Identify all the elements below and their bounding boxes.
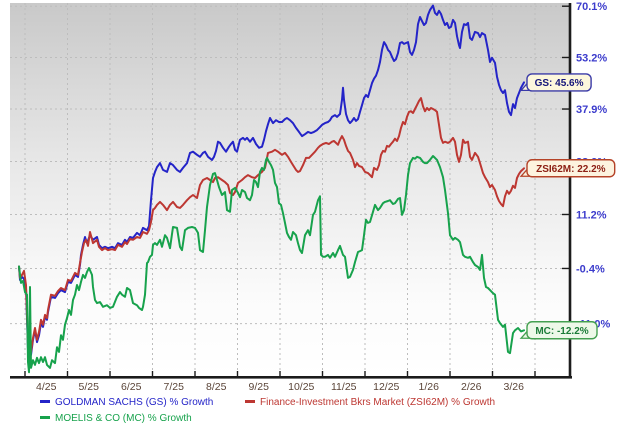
legend-item-mc: MOELIS & CO (MC) % Growth bbox=[40, 413, 192, 424]
x-axis-label: 9/25 bbox=[249, 381, 270, 392]
callout-label: MC: -12.2% bbox=[535, 326, 588, 337]
callout-zsi62m: ZSI62M: 22.2% bbox=[519, 159, 616, 178]
plot-area bbox=[10, 3, 570, 377]
callout-gs: GS: 45.6% bbox=[519, 73, 592, 92]
legend-item-zsi62m: Finance-Investment Bkrs Market (ZSI62M) … bbox=[245, 397, 495, 408]
series-line-mc bbox=[18, 155, 525, 374]
x-axis-label: 12/25 bbox=[373, 381, 399, 392]
callout-box bbox=[526, 73, 592, 92]
legend-swatch-gs bbox=[40, 400, 50, 403]
x-axis-label: 7/25 bbox=[164, 381, 185, 392]
legend-swatch-zsi62m bbox=[245, 400, 255, 403]
chart-legend: GOLDMAN SACHS (GS) % Growth Finance-Inves… bbox=[0, 393, 620, 427]
chart-canvas: 4/25 5/25 6/25 7/25 8/25 9/25 10/25 11/25 12/25 1… bbox=[10, 1, 616, 392]
y-axis-label: -0.4% bbox=[576, 263, 605, 275]
legend-label-gs: GOLDMAN SACHS (GS) % Growth bbox=[55, 397, 214, 408]
y-axis-label: 11.2% bbox=[576, 209, 607, 221]
x-axis-label: 6/25 bbox=[121, 381, 142, 392]
x-axis-label: 10/25 bbox=[288, 381, 314, 392]
y-axis-label: 70.1% bbox=[576, 1, 607, 13]
callout-box bbox=[526, 321, 598, 340]
x-axis-label: 11/25 bbox=[331, 381, 357, 392]
x-axis-label: 5/25 bbox=[79, 381, 100, 392]
series-line-gs bbox=[18, 4, 525, 356]
callout-box bbox=[526, 159, 616, 178]
x-axis-label: 4/25 bbox=[36, 381, 57, 392]
x-axis-label: 1/26 bbox=[419, 381, 440, 392]
series-line-zsi62m bbox=[18, 97, 525, 353]
y-axis-label: 37.9% bbox=[576, 104, 607, 116]
x-axis-label: 3/26 bbox=[504, 381, 525, 392]
legend-label-mc: MOELIS & CO (MC) % Growth bbox=[55, 413, 192, 424]
y-axis-label: 53.2% bbox=[576, 52, 607, 64]
callout-label: ZSI62M: 22.2% bbox=[536, 164, 606, 175]
legend-label-zsi62m: Finance-Investment Bkrs Market (ZSI62M) … bbox=[260, 397, 496, 408]
legend-swatch-mc bbox=[40, 416, 50, 419]
x-axis-label: 8/25 bbox=[206, 381, 227, 392]
x-axis-label: 2/26 bbox=[461, 381, 482, 392]
legend-item-gs: GOLDMAN SACHS (GS) % Growth bbox=[40, 397, 213, 408]
x-axis-spine bbox=[10, 376, 572, 379]
y-axis-spine bbox=[568, 3, 572, 378]
callout-mc: MC: -12.2% bbox=[519, 321, 598, 340]
callout-label: GS: 45.6% bbox=[535, 78, 584, 89]
